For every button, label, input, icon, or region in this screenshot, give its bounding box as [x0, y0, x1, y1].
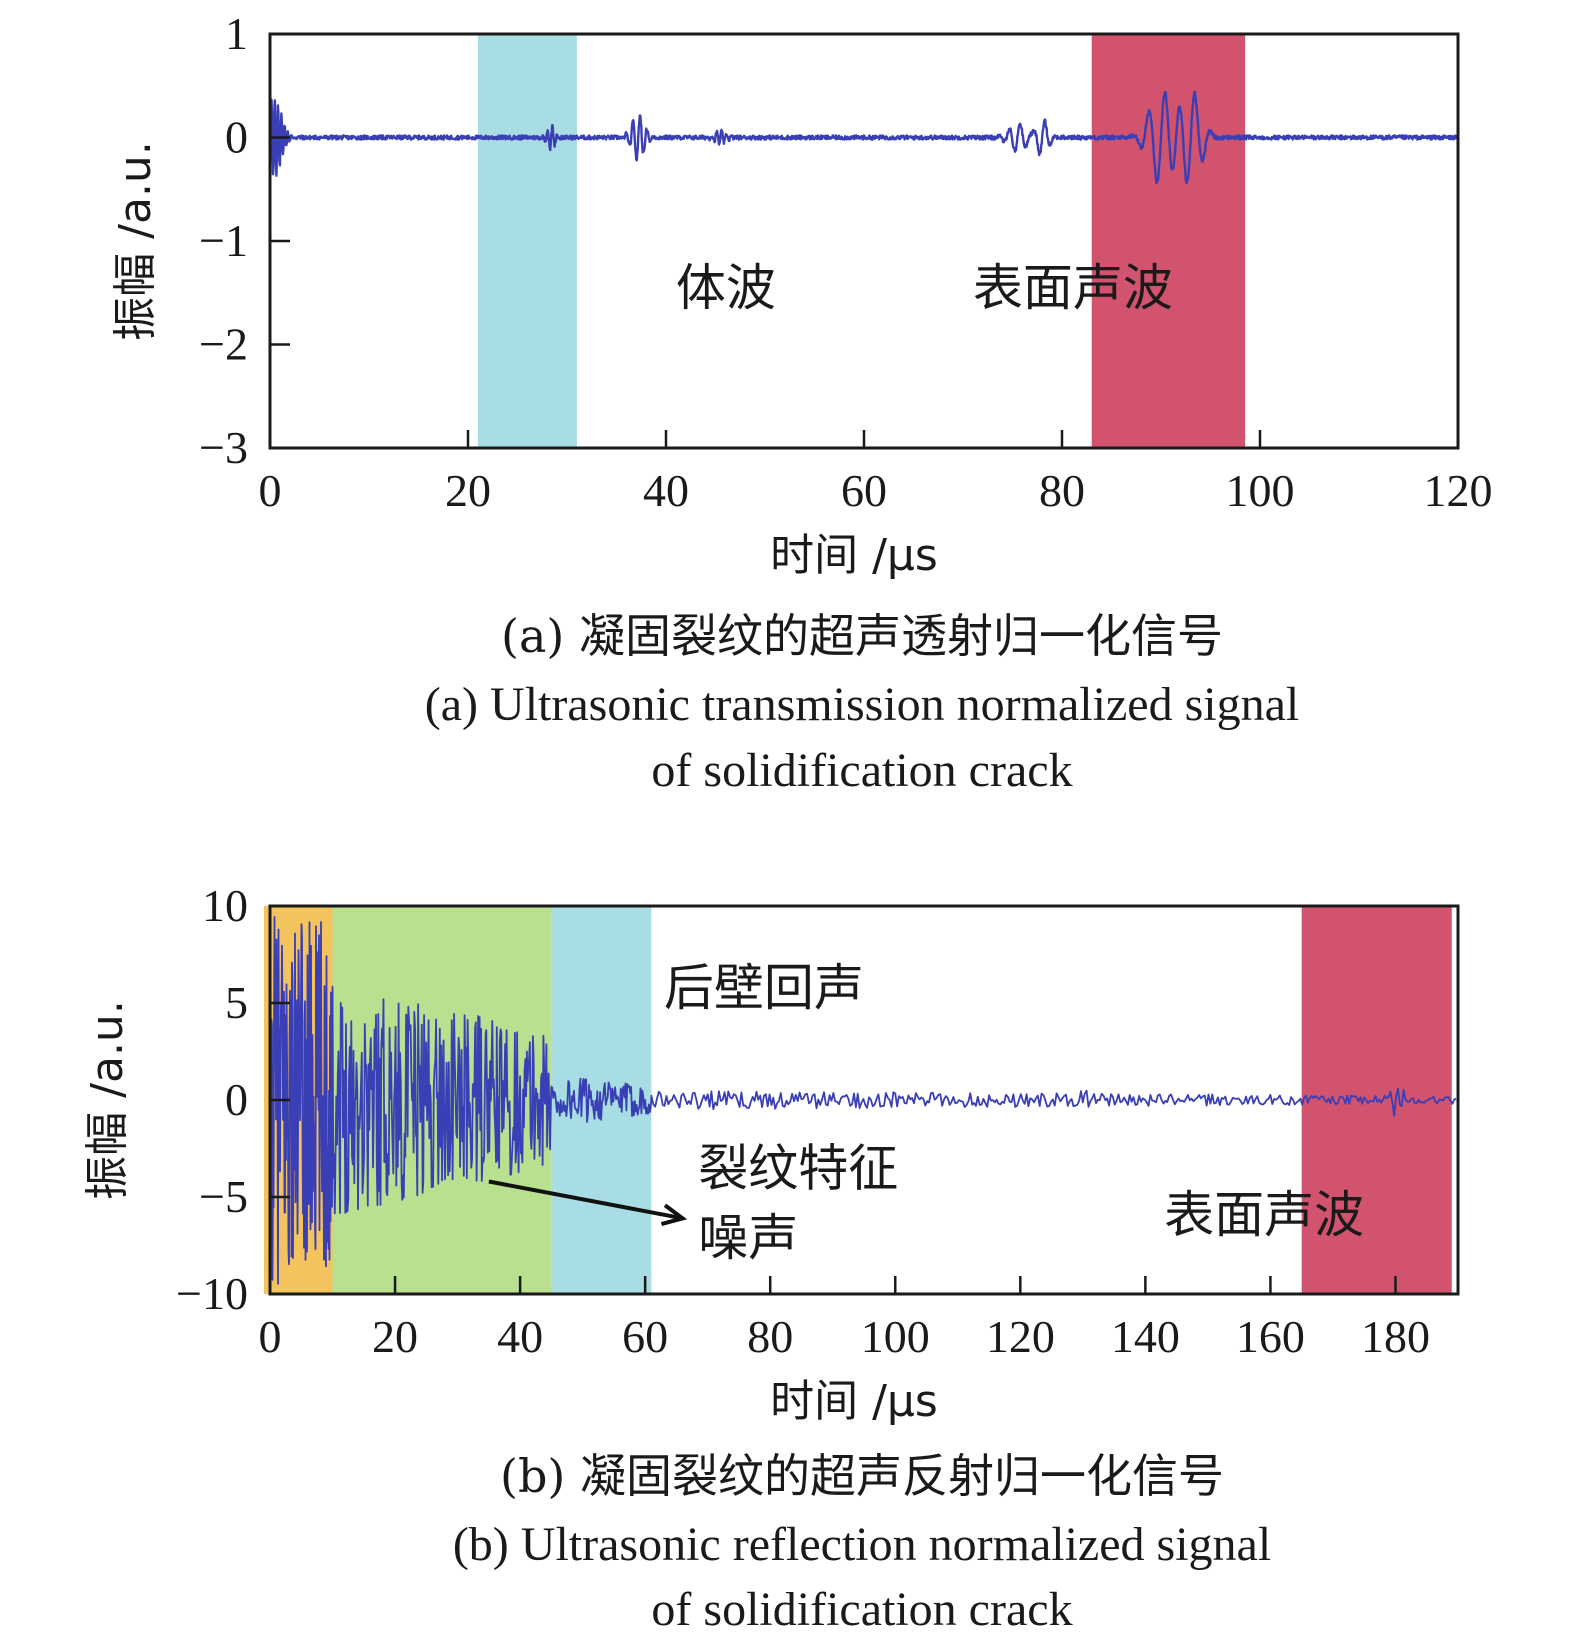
panel-b-annotation: 后壁回声: [664, 959, 864, 1017]
panel-b-x-tick-label: 40: [497, 1311, 543, 1362]
panel-b-x-tick-label: 20: [372, 1311, 418, 1362]
panel-a-caption-en-line1: (a) Ultrasonic transmission normalized s…: [425, 678, 1299, 731]
panel-b-y-tick-label: −10: [176, 1268, 248, 1319]
panel-b-y-ticks: 10 5 0 −5 −10: [176, 880, 290, 1319]
panel-b-y-tick-label: −5: [199, 1171, 248, 1222]
panel-a-y-axis-label: 振幅 /a.u.: [110, 141, 161, 341]
panel-a-x-axis-label: 时间 /μs: [770, 530, 938, 581]
panel-a-caption-zh: (a) 凝固裂纹的超声透射归一化信号: [501, 609, 1223, 663]
panel-a-x-tick-label: 0: [259, 465, 282, 516]
panel-a-y-tick-label: 0: [225, 112, 248, 163]
panel-a-signal-group: [268, 90, 1460, 185]
panel-a-y-tick-label: −2: [199, 319, 248, 370]
panel-a-x-tick-label: 80: [1039, 465, 1085, 516]
panel-b-annotation: 噪声: [698, 1209, 798, 1267]
panel-b-caption-zh: (b) 凝固裂纹的超声反射归一化信号: [500, 1449, 1224, 1503]
panel-a-band-0: [477, 34, 577, 448]
panel-a-x-tick-label: 40: [643, 465, 689, 516]
panel-b-y-tick-label: 0: [225, 1074, 248, 1125]
panel-b-x-ticks: 0 20 40 60 80 100 120 140 160 180: [259, 1276, 1430, 1362]
panel-a-band-1: [1091, 34, 1246, 448]
panel-a-y-ticks: 1 0 −1 −2 −3: [199, 8, 290, 473]
panel-a-y-tick-label: −1: [199, 215, 248, 266]
panel-b-x-tick-label: 60: [622, 1311, 668, 1362]
panel-a-x-tick-label: 60: [841, 465, 887, 516]
panel-a-x-tick-label: 20: [445, 465, 491, 516]
panel-a-bands: [477, 34, 1246, 448]
panel-b-x-tick-label: 120: [986, 1311, 1055, 1362]
panel-b-arrow-shaft: [488, 1179, 684, 1221]
panel-a-x-tick-label: 120: [1424, 465, 1493, 516]
panel-b-annotation: 表面声波: [1164, 1186, 1364, 1244]
panel-b-x-tick-label: 160: [1236, 1311, 1305, 1362]
panel-b-x-tick-label: 100: [861, 1311, 930, 1362]
panel-a-x-ticks: 0 20 40 60 80 100 120: [259, 430, 1493, 516]
panel-b-y-tick-label: 5: [225, 977, 248, 1028]
panel-b-x-tick-label: 140: [1111, 1311, 1180, 1362]
panel-b-y-tick-label: 10: [202, 880, 248, 931]
panel-b-signal-group: [269, 916, 1457, 1285]
panel-b-caption-en-line1: (b) Ultrasonic reflection normalized sig…: [453, 1518, 1271, 1571]
panel-a-y-tick-label: 1: [225, 8, 248, 59]
panel-a-signal-line: [268, 90, 1460, 185]
panel-a-x-tick-label: 100: [1226, 465, 1295, 516]
panel-a-chart: 0 20 40 60 80 100 120 1 0 −1 −2 −3 体波 表面声波 时间 /μs 振…: [110, 8, 1493, 581]
panel-b-x-tick-label: 180: [1361, 1311, 1430, 1362]
panel-a-annotations: 体波 表面声波: [676, 259, 1173, 317]
panel-b-arrow-head: [660, 1203, 688, 1226]
panel-b-chart: 0 20 40 60 80 100 120 140 160 180 10 5 0 −5 −10 后壁回声裂…: [82, 880, 1460, 1427]
panel-a-plot-frame: [268, 32, 1460, 450]
panel-b-caption-en-line2: of solidification crack: [651, 1583, 1072, 1634]
panel-b-band-2: [551, 906, 652, 1294]
panel-b-signal-line: [269, 916, 1457, 1285]
panel-a-annotation: 表面声波: [973, 259, 1173, 317]
panel-b-x-tick-label: 80: [747, 1311, 793, 1362]
panel-a-y-tick-label: −3: [199, 422, 248, 473]
panel-b-annotation: 裂纹特征: [698, 1139, 898, 1197]
panel-b-y-axis-label: 振幅 /a.u.: [82, 1000, 133, 1200]
panel-a-caption-en-line2: of solidification crack: [651, 744, 1072, 797]
panel-b-x-tick-label: 0: [259, 1311, 282, 1362]
panel-b-x-axis-label: 时间 /μs: [770, 1376, 938, 1427]
panel-a-annotation: 体波: [676, 259, 776, 317]
